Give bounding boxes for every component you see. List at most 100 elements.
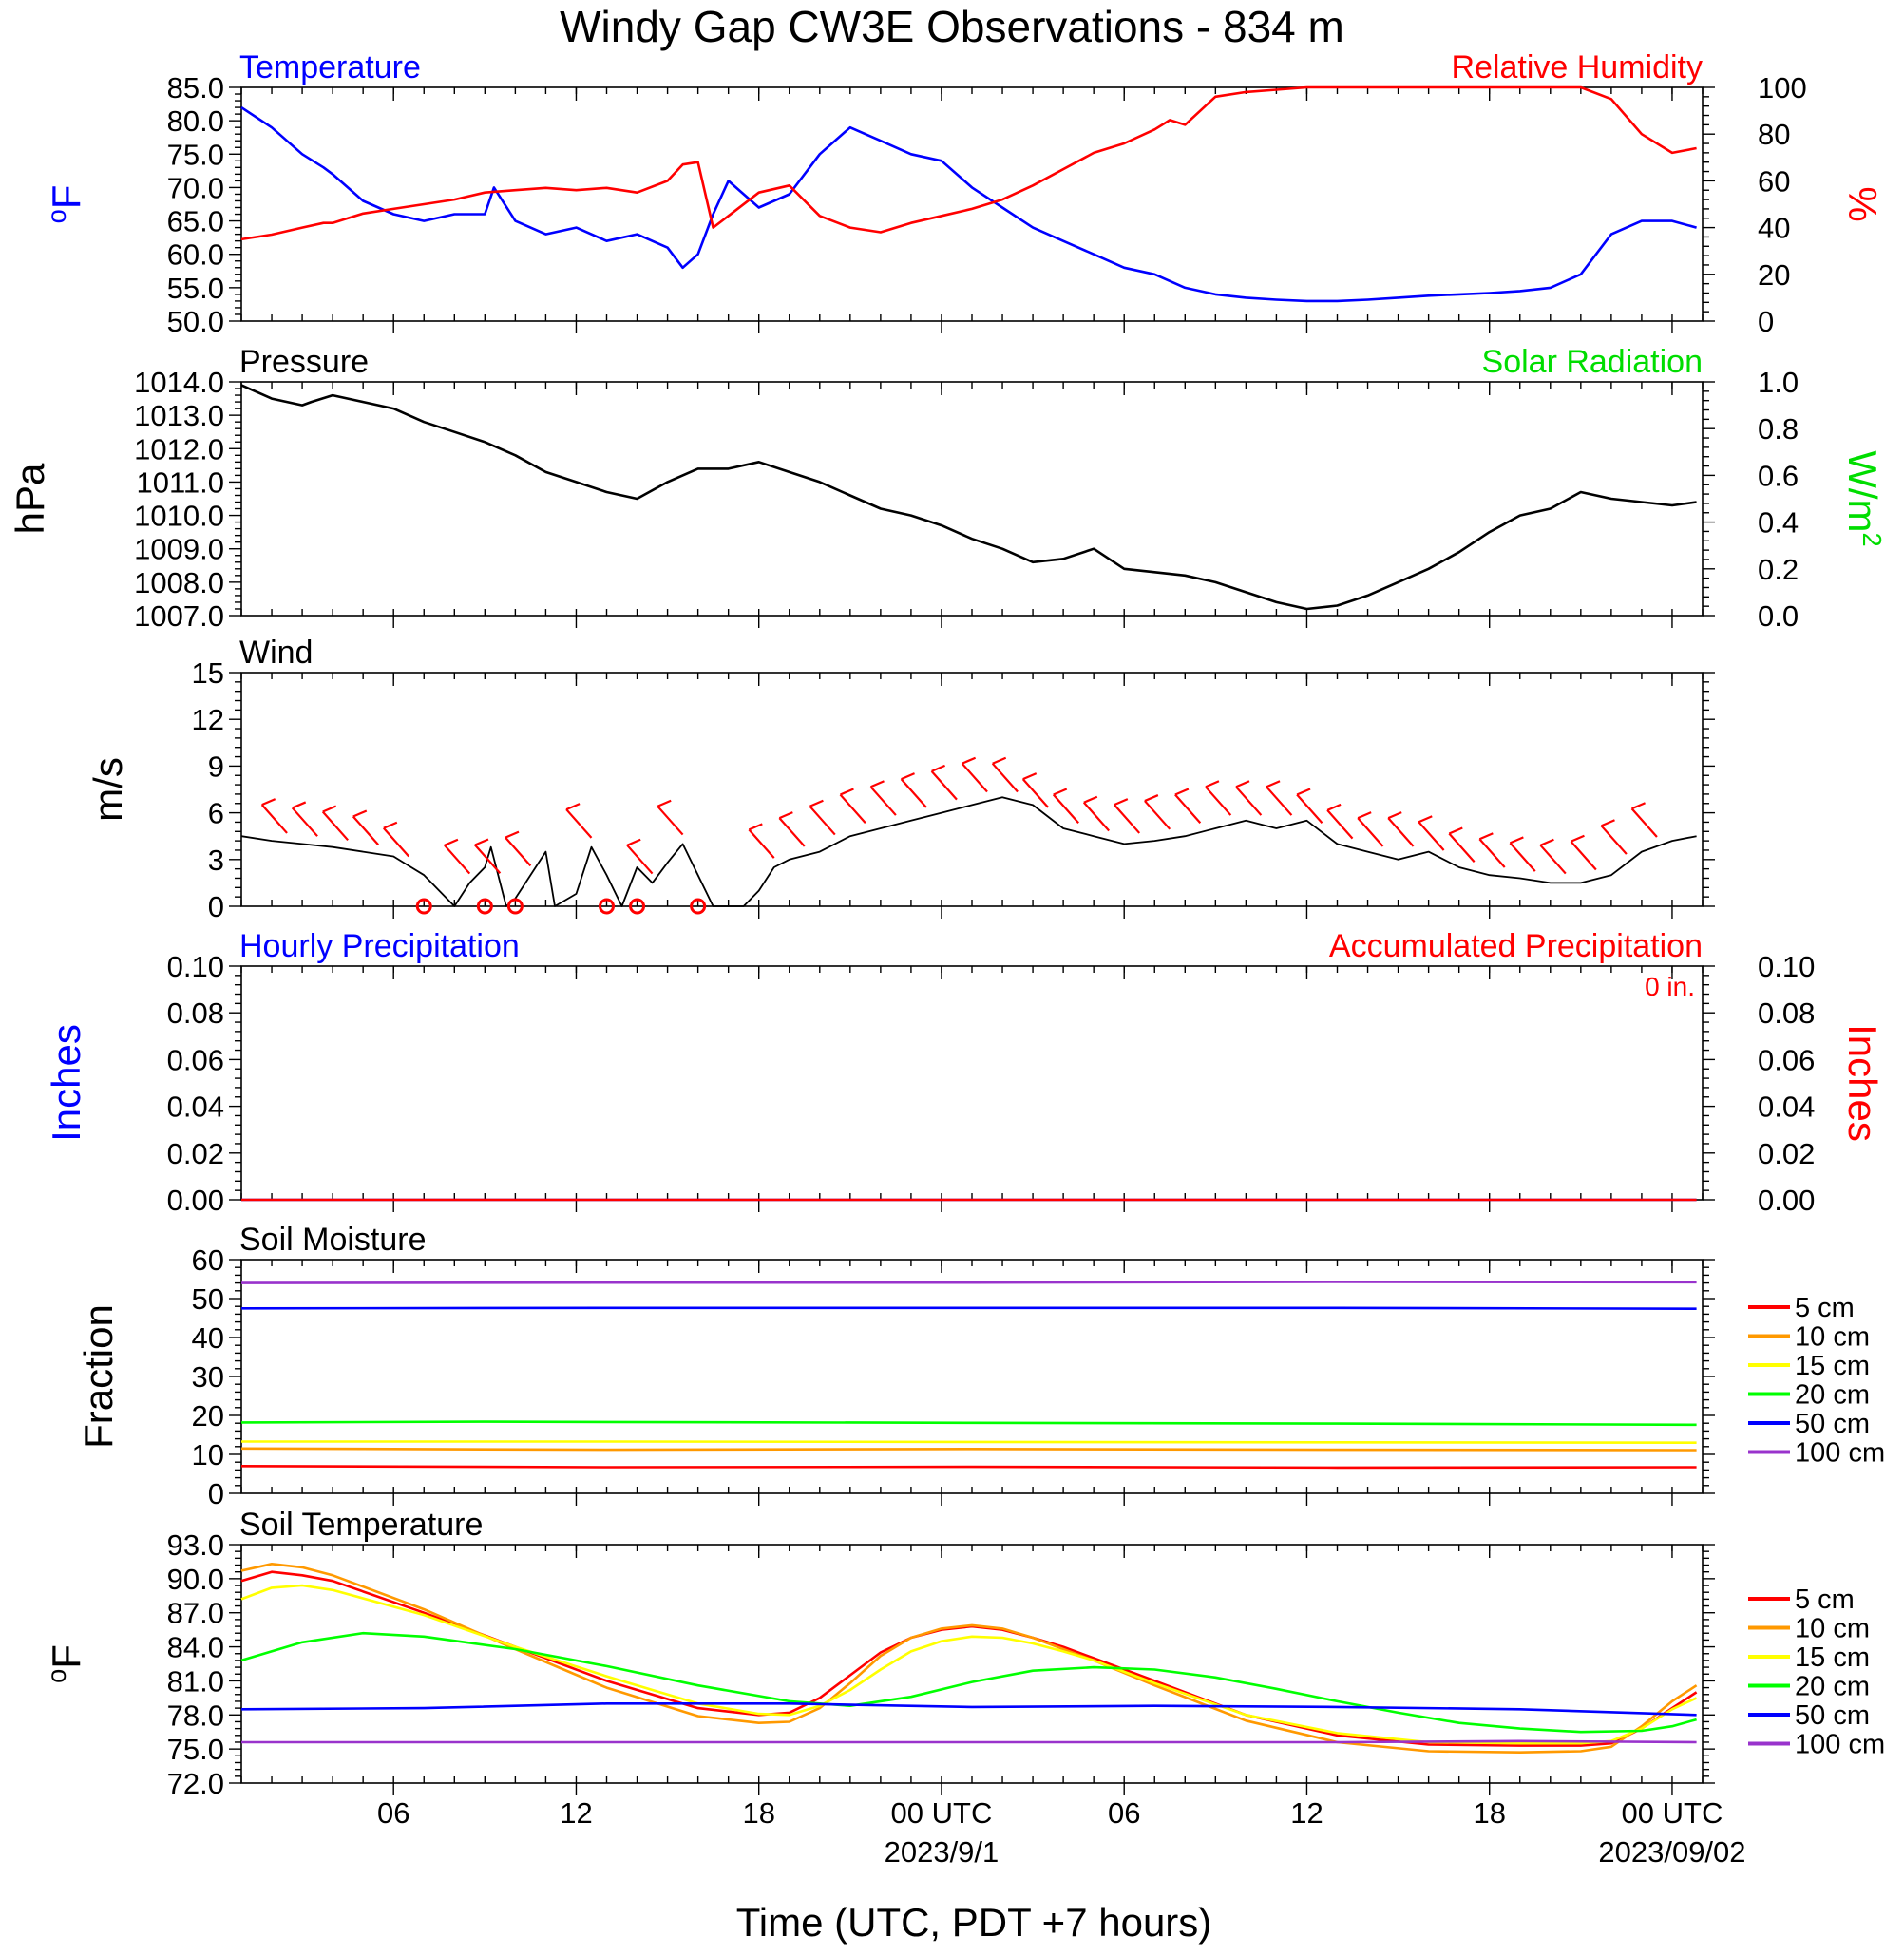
wind-barb-staff: [626, 845, 654, 875]
y-tick-label-left: 1012.0: [134, 432, 224, 465]
plot-frame: [240, 1259, 1704, 1494]
legend-label: 20 cm: [1795, 1672, 1870, 1702]
wind-barb-staff: [352, 815, 380, 845]
y-tick-label-left: 0.06: [167, 1043, 224, 1076]
series-line-pressure: [240, 384, 1697, 611]
wind-barb-flag: [1418, 815, 1433, 824]
series-line-50-cm: [240, 1702, 1697, 1717]
wind-barb-staff: [1326, 809, 1354, 840]
wind-barb-flag: [778, 811, 793, 820]
x-minor-ticks: [240, 87, 1704, 321]
wind-barb-staff: [1570, 840, 1597, 871]
panel-title-left: Temperature: [239, 49, 421, 85]
legend-label: 5 cm: [1795, 1293, 1855, 1323]
y-tick-label-right: 0.00: [1758, 1184, 1815, 1217]
wind-barb-flag: [261, 798, 276, 807]
y-tick-label-right: 0.10: [1758, 950, 1815, 983]
y-tick-label-left: 3: [208, 844, 224, 877]
y-tick-label-left: 1013.0: [134, 399, 224, 432]
series-line-15-cm: [241, 1440, 1697, 1444]
wind-barbs: [260, 756, 1658, 875]
wind-barb-flag: [931, 764, 946, 772]
legend-label: 10 cm: [1795, 1322, 1870, 1353]
y-axis-label-left: Inches: [44, 1024, 88, 1142]
x-minor-ticks: [240, 673, 1704, 906]
wind-barb-flag: [809, 799, 824, 807]
y-tick-label-left: 1007.0: [134, 599, 224, 633]
y-tick-label-left: 6: [208, 797, 224, 830]
wind-barb-staff: [839, 793, 866, 824]
y-tick-label-left: 0.08: [167, 996, 224, 1030]
wind-barb-staff: [1021, 778, 1049, 808]
wind-barb-flag: [1448, 826, 1463, 835]
wind-barb-staff: [505, 836, 532, 867]
y-tick-label-left: 0: [208, 890, 224, 923]
panel-title-left: Soil Temperature: [239, 1507, 483, 1543]
wind-barb-staff: [1387, 817, 1415, 847]
calm-marker: [599, 898, 615, 915]
y-tick-label-left: 75.0: [167, 138, 224, 171]
x-tick-label: 18: [742, 1796, 774, 1830]
wind-barb-staff: [565, 808, 593, 839]
wind-barb-staff: [1509, 842, 1536, 872]
panel-title-left: Pressure: [239, 344, 369, 380]
wind-barb-flag: [1205, 780, 1220, 788]
y-tick-label-left: 90.0: [167, 1563, 224, 1596]
wind-barb-flag: [352, 809, 368, 818]
wind-barb-staff: [1539, 845, 1567, 875]
series-line-5-cm: [240, 1465, 1697, 1470]
y-axis-label-left: oF: [42, 185, 89, 224]
y-tick-label-left: 1014.0: [134, 366, 224, 399]
wind-barb-flag: [1053, 788, 1068, 796]
series-line-temperature: [240, 106, 1697, 303]
wind-barb-staff: [1235, 786, 1263, 816]
y-tick-label-left: 55.0: [167, 272, 224, 305]
y-tick-label-left: 78.0: [167, 1699, 224, 1732]
wind-barb-flag: [901, 772, 915, 781]
wind-barb-staff: [778, 817, 806, 847]
wind-barb-staff: [1082, 801, 1111, 832]
wind-barb-staff: [291, 807, 318, 837]
series-line-20-cm: [240, 1631, 1697, 1734]
wind-barb-flag: [1022, 772, 1038, 781]
panel-soil-temperature: 93.090.087.084.081.078.075.072.0 Soil Tem…: [42, 1507, 1886, 1800]
legend-label: 15 cm: [1795, 1642, 1870, 1673]
y-tick-label-left: 60.0: [167, 238, 224, 272]
plot-frame: [240, 672, 1704, 907]
y-axis-label-right: W/m2: [1840, 450, 1888, 546]
y-tick-label-left: 40: [192, 1321, 224, 1355]
y-tick-label-left: 0.00: [167, 1184, 224, 1217]
y-tick-label-left: 84.0: [167, 1631, 224, 1664]
x-tick-label: 06: [1108, 1796, 1140, 1830]
series-line-50-cm: [240, 1306, 1697, 1310]
y-tick-label-left: 9: [208, 750, 224, 783]
series-line-100-cm: [241, 1739, 1697, 1744]
y-axis-label-left: oF: [42, 1644, 89, 1683]
y-tick-label-left: 93.0: [167, 1528, 224, 1562]
y-tick-label-left: 85.0: [167, 71, 224, 104]
wind-barb-flag: [1571, 834, 1585, 843]
plot-frame: [240, 381, 1704, 617]
y-tick-label-right: 0.0: [1758, 599, 1799, 633]
y-axis-label-left: m/s: [86, 757, 130, 822]
y-tick-label-right: 0: [1758, 305, 1774, 338]
panel-wind: 15 12 9 6 3 0 Wind m/s: [86, 635, 1715, 923]
x-tick-label: 06: [377, 1796, 409, 1830]
series-line-15-cm: [240, 1584, 1698, 1745]
calm-marker: [629, 898, 646, 915]
wind-barb-staff: [1114, 804, 1141, 834]
y-tick-label-right: 0.8: [1758, 412, 1799, 446]
wind-barb-flag: [474, 838, 489, 846]
wind-barb-flag: [1631, 802, 1646, 810]
wind-barb-staff: [260, 804, 288, 834]
wind-barb-flag: [1326, 803, 1342, 811]
series-line-10-cm: [240, 1447, 1697, 1452]
legend-label: 100 cm: [1795, 1438, 1885, 1469]
series-line-20-cm: [240, 1420, 1697, 1427]
y-tick-label-left: 12: [192, 703, 224, 736]
y-tick-label-left: 30: [192, 1360, 224, 1394]
wind-barb-staff: [1052, 793, 1079, 824]
panel-title-left: Wind: [239, 635, 313, 671]
y-tick-label-left: 87.0: [167, 1597, 224, 1630]
